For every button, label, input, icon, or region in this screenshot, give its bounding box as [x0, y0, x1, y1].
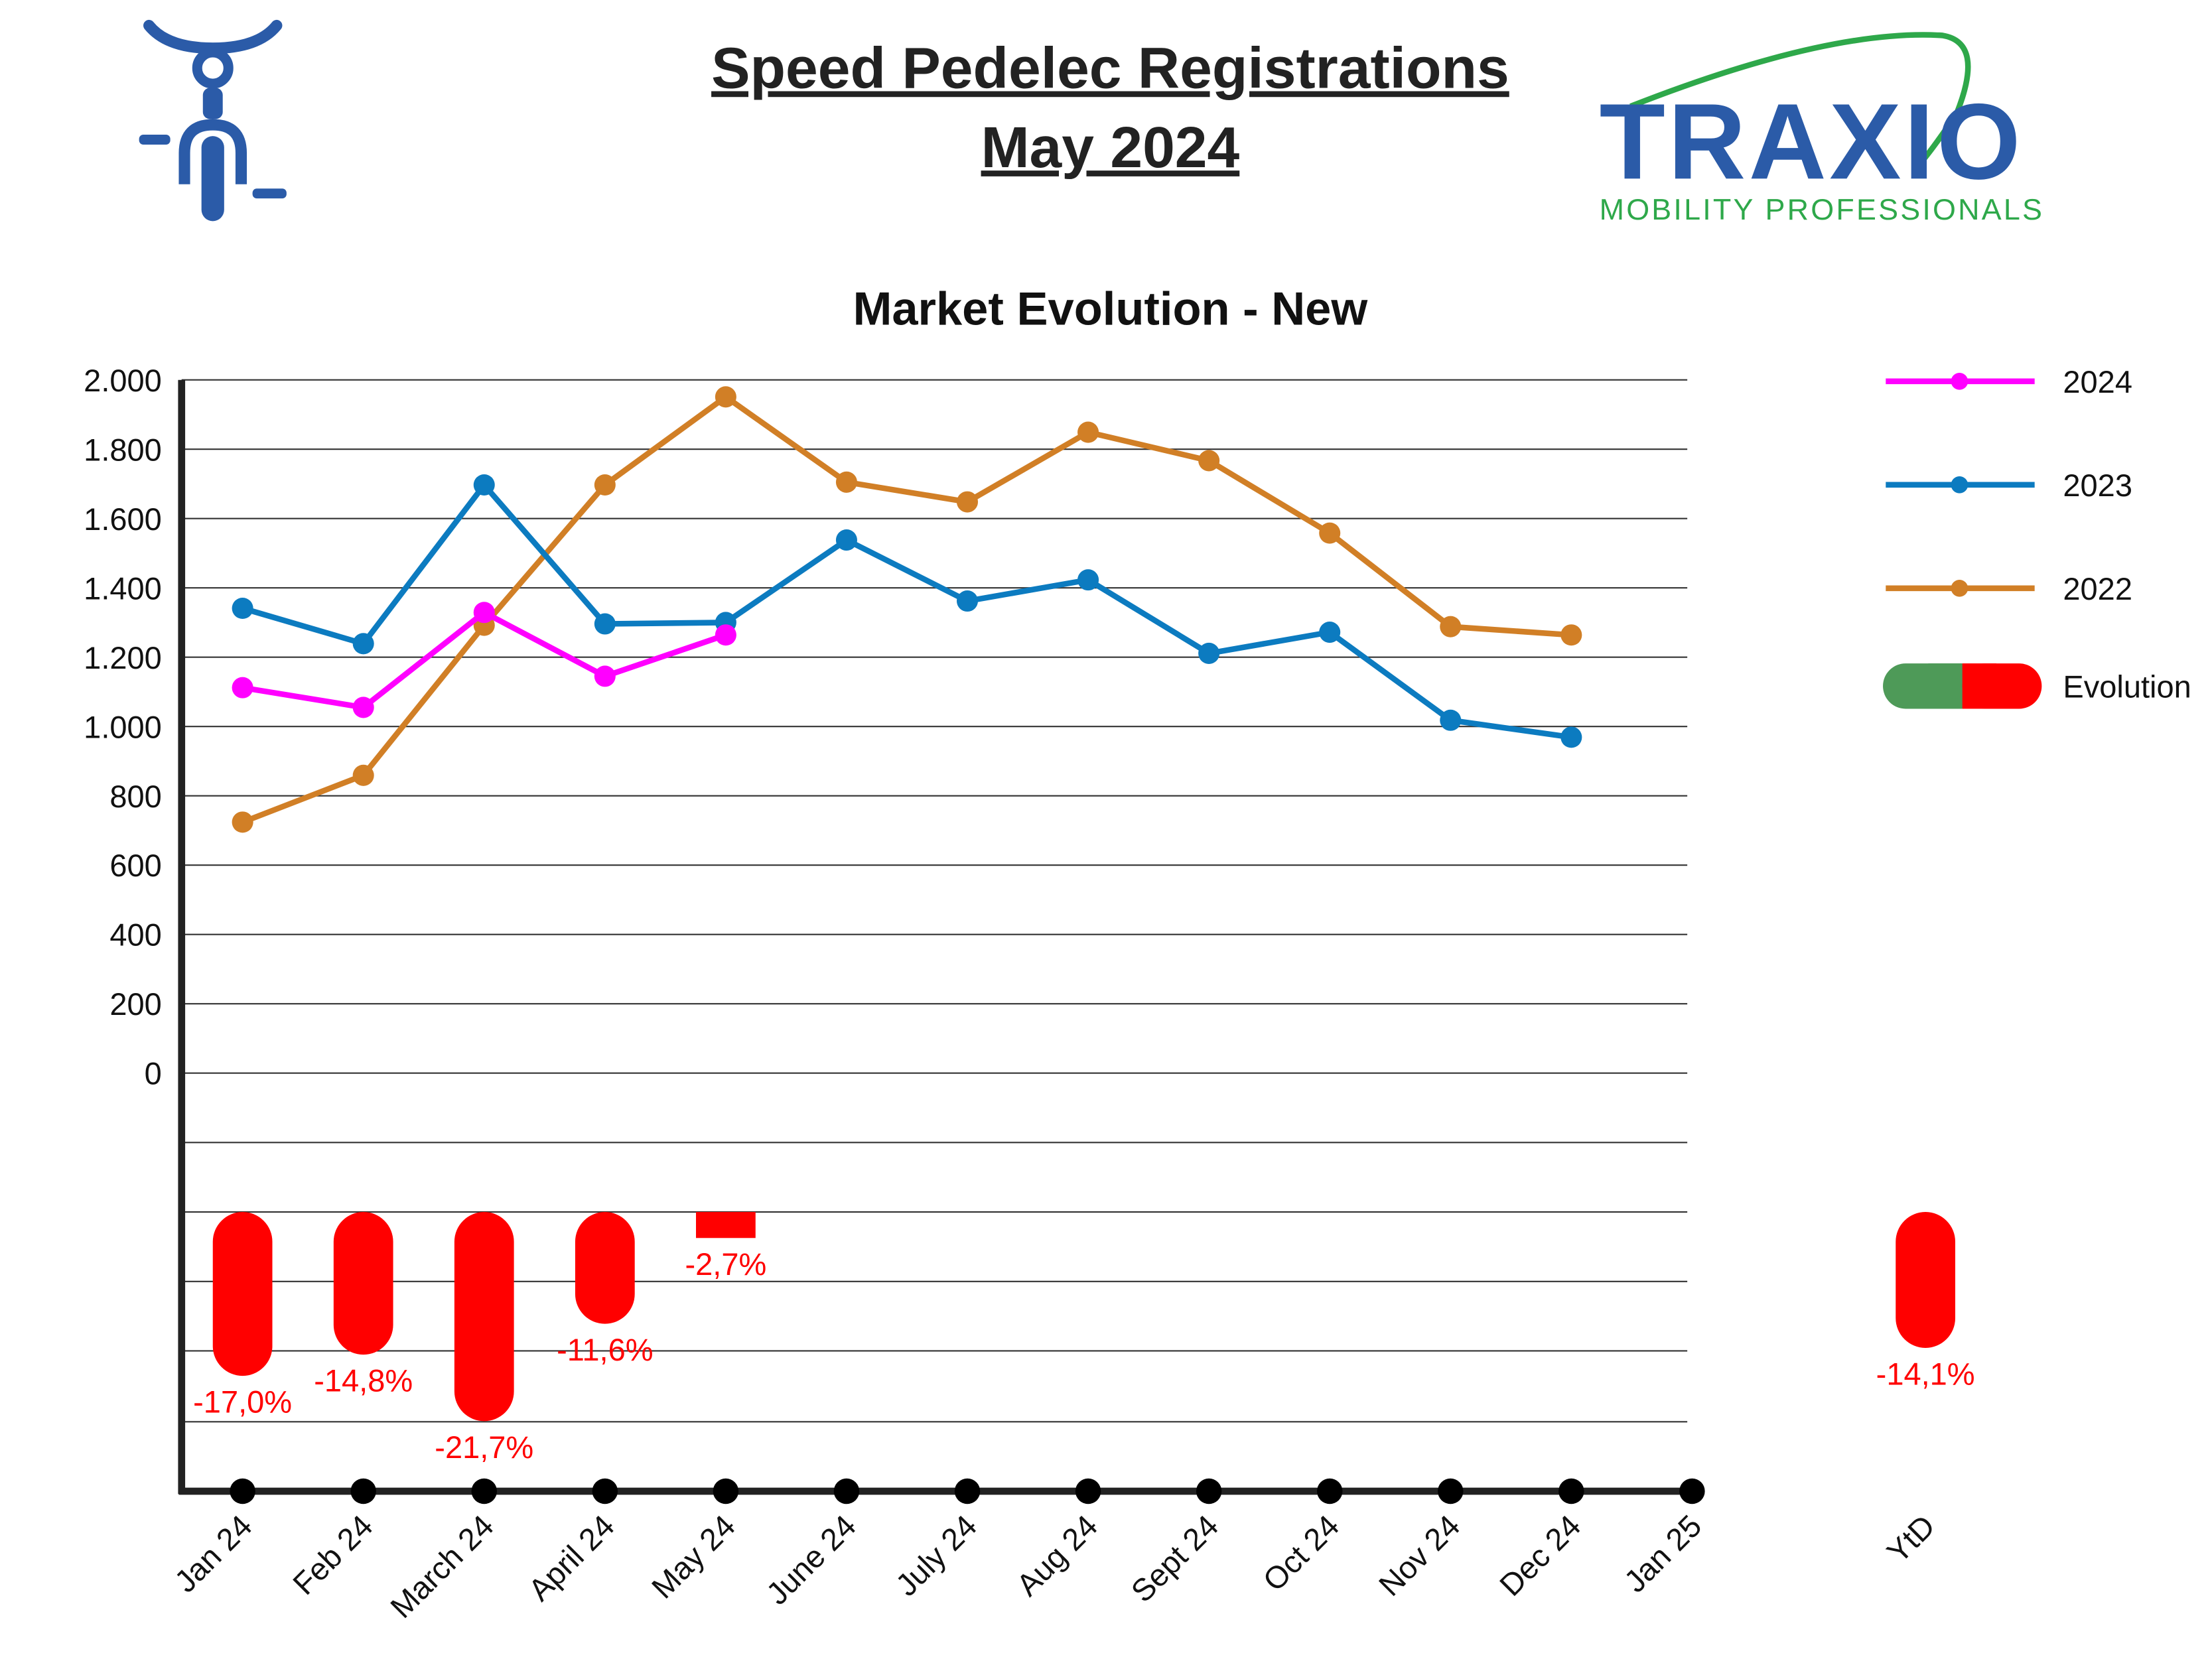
x-tick-label: Oct 24 — [1256, 1508, 1346, 1597]
series-point — [1440, 709, 1462, 731]
evolution-bar — [454, 1212, 514, 1422]
x-tick-label: July 24 — [888, 1508, 983, 1603]
series-point — [715, 624, 736, 646]
x-tick-label: Jan 25 — [1617, 1508, 1708, 1599]
x-tick-label: Sept 24 — [1124, 1508, 1225, 1609]
x-axis-dot — [713, 1478, 739, 1504]
series-point — [352, 697, 374, 718]
series-point — [232, 811, 253, 833]
x-axis-dot — [954, 1478, 981, 1504]
series-point — [232, 597, 253, 620]
evolution-bar — [212, 1212, 273, 1376]
series-point — [1198, 450, 1220, 472]
logo-tagline: MOBILITY PROFESSIONALS — [1600, 192, 2044, 226]
y-tick-label: 200 — [109, 986, 161, 1022]
x-axis-dot — [1679, 1478, 1705, 1504]
evolution-label: -2,7% — [685, 1246, 766, 1282]
evolution-bar — [575, 1212, 635, 1324]
series-point — [232, 677, 253, 699]
x-axis-dot — [1558, 1478, 1584, 1504]
x-tick-label: YtD — [1880, 1508, 1941, 1569]
series-point — [1319, 522, 1341, 544]
x-tick-label: May 24 — [645, 1508, 742, 1605]
series-point — [1198, 642, 1220, 664]
x-tick-label: June 24 — [759, 1508, 863, 1611]
legend-marker — [1951, 579, 1969, 597]
header-title: Speed Pedelec Registrations — [711, 35, 1509, 100]
legend-evolution-right-fill — [1962, 663, 1996, 709]
x-tick-label: Jan 24 — [168, 1508, 259, 1599]
series-point — [835, 471, 857, 493]
bike-icon — [139, 19, 287, 222]
series-point — [956, 590, 979, 612]
y-tick-label: 1.800 — [84, 432, 162, 467]
series-point — [1077, 421, 1099, 443]
series-point — [594, 613, 616, 635]
legend-label: 2024 — [2063, 364, 2132, 399]
series-point — [352, 764, 374, 786]
evolution-bar — [1896, 1212, 1956, 1348]
evolution-label: -17,0% — [193, 1384, 292, 1420]
y-tick-label: 1.400 — [84, 570, 162, 606]
x-axis-dot — [592, 1478, 618, 1504]
logo-arc — [1629, 32, 1971, 172]
y-tick-label: 0 — [145, 1056, 162, 1091]
y-tick-label: 1.600 — [84, 501, 162, 537]
x-tick-label: April 24 — [521, 1508, 621, 1607]
series-line — [242, 482, 1572, 740]
x-axis-dot — [230, 1478, 255, 1504]
y-tick-label: 600 — [109, 848, 161, 883]
series-point — [1560, 624, 1582, 646]
legend-evolution-left-fill — [1928, 663, 1963, 709]
x-tick-label: March 24 — [383, 1508, 500, 1625]
legend-label: Evolution — [2063, 669, 2191, 704]
x-axis-dot — [1316, 1478, 1343, 1504]
series-point — [1440, 616, 1462, 637]
evolution-label: -11,6% — [557, 1332, 653, 1367]
series-point — [956, 491, 979, 513]
logo-brand: TRAXIO — [1600, 82, 2024, 202]
series-point — [835, 529, 857, 551]
series-point — [473, 602, 495, 624]
x-axis-dot — [350, 1478, 376, 1504]
legend-label: 2022 — [2063, 571, 2132, 606]
series-point — [1319, 622, 1341, 643]
chart-title: Market Evolution - New — [853, 282, 1368, 334]
evolution-label: -14,8% — [314, 1363, 413, 1398]
x-tick-label: Nov 24 — [1372, 1508, 1467, 1603]
y-tick-label: 400 — [109, 917, 161, 953]
y-tick-label: 1.000 — [84, 709, 162, 744]
series-line — [242, 394, 1572, 825]
legend-marker — [1951, 373, 1969, 390]
x-axis-dot — [833, 1478, 860, 1504]
evolution-label: -21,7% — [435, 1430, 533, 1465]
evolution-bar — [333, 1212, 393, 1355]
x-tick-label: Aug 24 — [1009, 1508, 1104, 1603]
evolution-label: -14,1% — [1876, 1356, 1975, 1391]
legend-label: 2023 — [2063, 468, 2132, 503]
x-tick-label: Dec 24 — [1493, 1508, 1588, 1603]
series-point — [1077, 569, 1099, 591]
x-axis-dot — [1196, 1478, 1222, 1504]
legend-marker — [1951, 476, 1969, 494]
series-point — [1560, 726, 1582, 748]
evolution-bar — [696, 1212, 756, 1238]
x-axis-dot — [1438, 1478, 1464, 1504]
y-tick-label: 2.000 — [84, 363, 162, 398]
y-tick-label: 800 — [109, 779, 161, 814]
series-point — [473, 474, 495, 496]
y-tick-label: 1.200 — [84, 640, 162, 675]
x-tick-label: Feb 24 — [286, 1508, 380, 1601]
series-point — [715, 386, 736, 408]
x-axis-dot — [471, 1478, 497, 1504]
series-point — [594, 665, 616, 687]
series-point — [352, 633, 374, 655]
header-subtitle: May 2024 — [981, 115, 1240, 180]
series-point — [594, 474, 616, 496]
x-axis-dot — [1075, 1478, 1101, 1504]
